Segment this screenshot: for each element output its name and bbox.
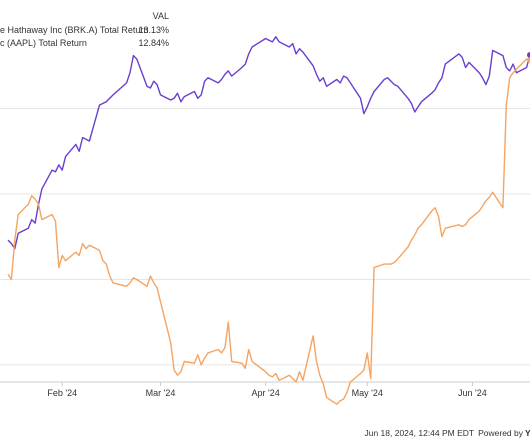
- ycharts-logo-icon: Y: [525, 428, 530, 438]
- x-axis-ticks: Feb '24 Mar '24 Apr '24 May '24 Jun '24: [47, 382, 487, 398]
- x-tick-label: May '24: [352, 388, 383, 398]
- legend-label-aapl: c (AAPL) Total Return: [0, 38, 87, 48]
- grid: [0, 108, 530, 366]
- footer-text: Jun 18, 2024, 12:44 PM EDT Powered by: [364, 428, 523, 438]
- footer-powered-by: Powered by: [478, 428, 524, 438]
- legend-label-brk: e Hathaway Inc (BRK.A) Total Return: [0, 25, 148, 35]
- footer: Jun 18, 2024, 12:44 PM EDT Powered by Y: [364, 428, 530, 438]
- x-tick-label: Mar '24: [146, 388, 176, 398]
- legend-value-aapl: 12.84%: [138, 38, 169, 48]
- series-line-brk: [7, 36, 530, 250]
- x-tick-label: Feb '24: [47, 388, 77, 398]
- legend: VAL e Hathaway Inc (BRK.A) Total Return …: [0, 11, 169, 48]
- series-line-aapl: [7, 58, 530, 405]
- x-tick-label: Jun '24: [458, 388, 487, 398]
- series-endpoint-aapl: [527, 57, 530, 64]
- footer-timestamp: Jun 18, 2024, 12:44 PM EDT: [364, 428, 474, 438]
- legend-value-brk: 13.13%: [138, 25, 169, 35]
- series-endpoint-brk: [527, 52, 530, 59]
- x-tick-label: Apr '24: [251, 388, 279, 398]
- legend-header: VAL: [153, 11, 169, 21]
- series-lines: [7, 36, 530, 405]
